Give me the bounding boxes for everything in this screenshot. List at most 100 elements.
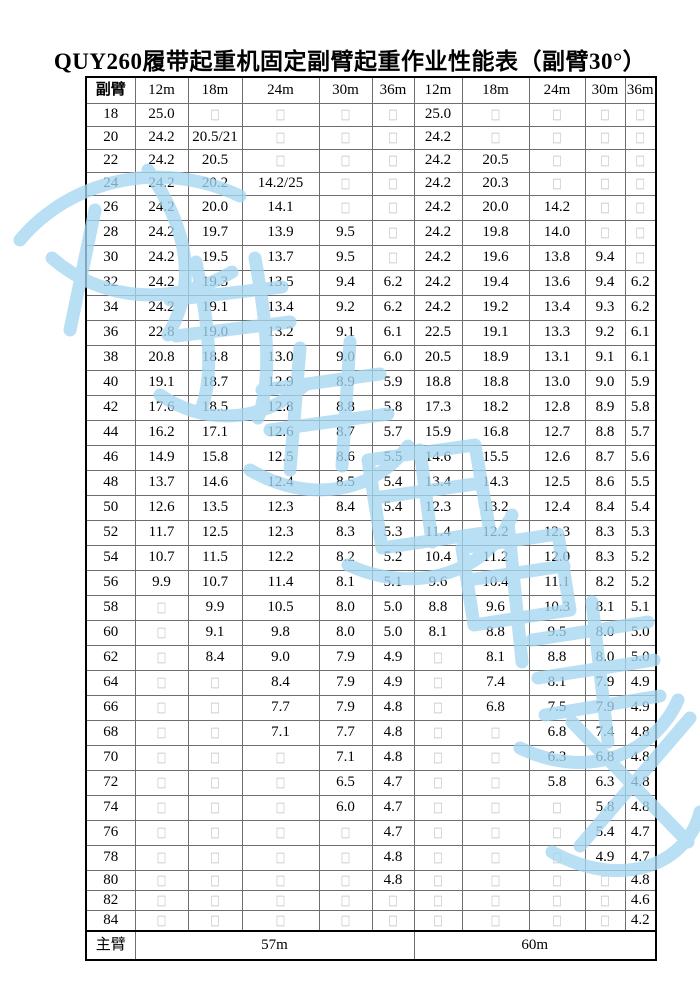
capacity-cell: 24.2 [413,172,463,196]
capacity-cell: □ [134,890,189,911]
capacity-cell: 8.4 [187,645,243,671]
capacity-cell: 4.8 [371,745,415,771]
capacity-cell: 14.2 [528,195,586,221]
empty-cell-glyph: □ [552,153,562,169]
capacity-cell: 4.8 [371,720,415,746]
capacity-cell: 19.2 [461,295,530,321]
capacity-cell: □ [584,195,626,221]
capacity-cell: □ [584,149,626,173]
capacity-cell: □ [413,770,463,796]
empty-cell-glyph: □ [210,825,220,841]
jib-length-cell: 30 [85,245,136,271]
capacity-cell: 4.9 [624,670,657,696]
empty-cell-glyph: □ [275,130,286,146]
capacity-cell: □ [187,103,243,127]
main-boom-label: 主臂 [85,930,136,961]
capacity-cell: 4.8 [624,770,657,796]
capacity-cell: 24.2 [413,245,463,271]
jib-length-cell: 24 [85,172,136,196]
capacity-cell: 4.6 [624,890,657,911]
table-row: 60 □ 9.1 9.8 8.0 5.0 8.1 8.8 9.5 8.0 5.0 [85,620,657,646]
capacity-cell: □ [461,795,530,821]
capacity-cell: □ [134,720,189,746]
capacity-cell: 5.4 [371,495,415,521]
capacity-cell: 9.9 [134,570,189,596]
jib-length-cell: 48 [85,470,136,496]
capacity-cell: □ [241,820,320,846]
capacity-cell: 8.4 [584,495,626,521]
table-row: 52 11.7 12.5 12.3 8.3 5.3 11.4 12.2 12.3 8.3 5.3 [85,520,657,546]
jib-length-cell: 76 [85,820,136,846]
empty-cell-glyph: □ [210,775,220,791]
boom-length-header: 24m [528,76,586,104]
capacity-cell: 5.3 [371,520,415,546]
capacity-cell: 6.8 [584,745,626,771]
capacity-cell: □ [461,890,530,911]
capacity-cell: 7.1 [318,745,373,771]
capacity-cell: □ [584,126,626,150]
capacity-cell: 8.0 [584,620,626,646]
capacity-cell: 20.5/21 [187,126,243,150]
capacity-cell: 13.4 [241,295,320,321]
capacity-cell: 6.2 [624,270,657,296]
capacity-cell: 10.7 [187,570,243,596]
capacity-cell: 8.0 [318,595,373,621]
empty-cell-glyph: □ [340,107,351,123]
capacity-cell: 12.6 [241,420,320,446]
capacity-cell: □ [413,845,463,871]
capacity-cell: 15.5 [461,445,530,471]
empty-cell-glyph: □ [490,893,501,909]
capacity-cell: □ [134,595,189,621]
capacity-cell: 12.8 [528,395,586,421]
table-row: 38 20.8 18.8 13.0 9.0 6.0 20.5 18.9 13.1 9.1 6.1 [85,345,657,371]
capacity-cell: 5.0 [371,620,415,646]
capacity-cell: □ [318,845,373,871]
empty-cell-glyph: □ [156,893,167,909]
capacity-cell: 24.2 [134,126,189,150]
capacity-cell: 20.5 [413,345,463,371]
jib-length-cell: 58 [85,595,136,621]
capacity-cell: 20.5 [461,149,530,173]
capacity-cell: 8.1 [318,570,373,596]
capacity-cell: 24.2 [134,295,189,321]
capacity-cell: 8.8 [528,645,586,671]
capacity-cell: □ [318,890,373,911]
table-row: 44 16.2 17.1 12.6 8.7 5.7 15.9 16.8 12.7 8.8 5.7 [85,420,657,446]
jib-length-cell: 82 [85,890,136,911]
boom-length-header: 36m [624,76,657,104]
main-boom-row: 主臂 57m 60m [85,930,657,961]
capacity-cell: 9.1 [187,620,243,646]
capacity-cell: 4.8 [624,795,657,821]
capacity-cell: 9.5 [318,245,373,271]
capacity-cell: □ [413,695,463,721]
jib-length-cell: 44 [85,420,136,446]
capacity-cell: 8.6 [584,470,626,496]
capacity-cell: 14.0 [528,220,586,246]
capacity-cell: □ [528,149,586,173]
capacity-cell: 13.6 [528,270,586,296]
capacity-cell: 9.4 [584,270,626,296]
capacity-cell: 7.9 [318,645,373,671]
empty-cell-glyph: □ [210,675,220,691]
capacity-cell: 4.9 [624,695,657,721]
capacity-cell: 7.7 [318,720,373,746]
capacity-cell: 8.8 [318,395,373,421]
capacity-cell: 5.8 [624,395,657,421]
capacity-cell: 18.9 [461,345,530,371]
empty-cell-glyph: □ [210,850,220,866]
capacity-cell: 14.1 [241,195,320,221]
empty-cell-glyph: □ [433,825,443,841]
capacity-cell: 11.7 [134,520,189,546]
capacity-cell: 8.8 [461,620,530,646]
empty-cell-glyph: □ [600,107,610,123]
empty-cell-glyph: □ [275,750,286,766]
capacity-cell: □ [318,910,373,932]
capacity-cell: 15.8 [187,445,243,471]
capacity-cell: 8.1 [528,670,586,696]
capacity-cell: 4.7 [624,820,657,846]
capacity-cell: □ [624,149,657,173]
capacity-cell: 11.2 [461,545,530,571]
capacity-cell: □ [584,890,626,911]
capacity-cell: 9.2 [318,295,373,321]
empty-cell-glyph: □ [552,825,562,841]
